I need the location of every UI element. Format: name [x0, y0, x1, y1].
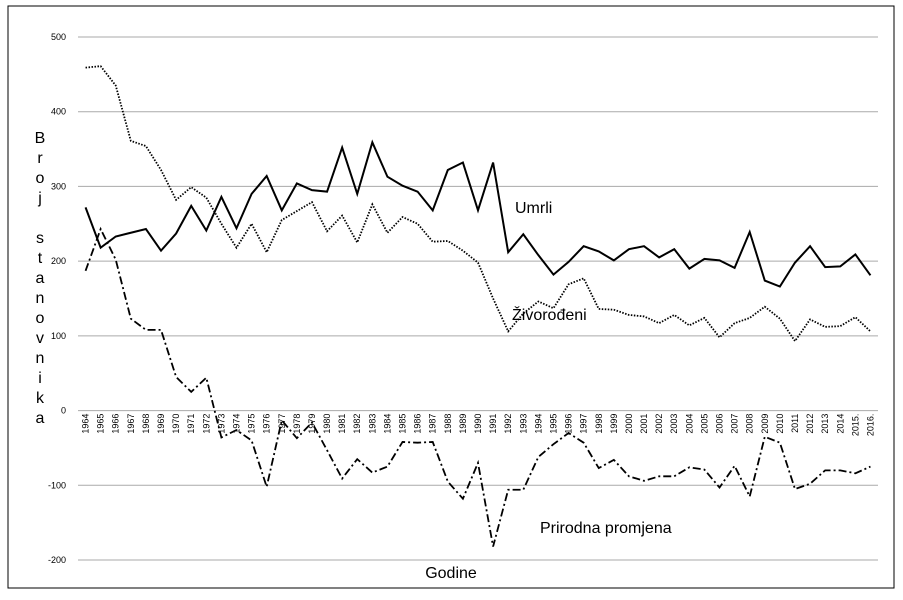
series-label: Živorođeni	[512, 305, 587, 324]
x-axis-title: Godine	[425, 565, 477, 582]
x-tick-label: 1999	[609, 414, 619, 434]
x-tick-label: 2014	[835, 414, 845, 434]
x-tick-label: 1980	[322, 414, 332, 434]
x-tick-label: 1993	[518, 414, 528, 434]
x-tick-label: 1966	[111, 414, 121, 434]
x-tick-label: 1984	[382, 414, 392, 434]
x-tick-label: 1996	[564, 414, 574, 434]
x-tick-label: 1998	[594, 414, 604, 434]
series-label: Prirodna promjena	[540, 520, 672, 537]
y-tick-label: 0	[61, 406, 66, 416]
y-tick-label: -200	[48, 555, 66, 565]
x-tick-label: 2000	[624, 414, 634, 434]
y-tick-label: 400	[51, 107, 66, 117]
x-tick-label: 1964	[81, 414, 91, 434]
x-tick-label: 1982	[352, 414, 362, 434]
x-tick-label: 1987	[428, 414, 438, 434]
x-tick-label: 1973	[216, 414, 226, 434]
x-tick-label: 1978	[292, 414, 302, 434]
x-tick-label: 1981	[337, 414, 347, 434]
y-tick-label: -100	[48, 480, 66, 490]
x-tick-label: 1970	[171, 414, 181, 434]
x-tick-label: 1989	[458, 414, 468, 434]
x-tick-label: 2015.	[850, 414, 860, 437]
x-tick-label: 2008	[745, 414, 755, 434]
x-tick-label: 2002	[654, 414, 664, 434]
x-tick-label: 1991	[488, 414, 498, 434]
x-tick-label: 1986	[413, 414, 423, 434]
x-tick-label: 1983	[367, 414, 377, 434]
y-tick-label: 500	[51, 32, 66, 42]
x-tick-label: 2013	[820, 414, 830, 434]
y-tick-label: 100	[51, 331, 66, 341]
frame	[7, 5, 895, 589]
x-tick-label: 1976	[262, 414, 272, 434]
x-tick-label: 2007	[730, 414, 740, 434]
x-tick-label: 1997	[579, 414, 589, 434]
x-tick-label: 1995	[548, 414, 558, 434]
x-tick-label: 1965	[96, 414, 106, 434]
series-line	[84, 139, 872, 288]
x-tick-label: 1990	[473, 414, 483, 434]
x-tick-label: 1972	[201, 414, 211, 434]
series-line	[84, 226, 871, 547]
x-tick-label: 2006	[715, 414, 725, 434]
x-tick-label: 1969	[156, 414, 166, 434]
x-tick-label: 2003	[669, 414, 679, 434]
x-tick-label: 2011	[790, 414, 800, 433]
y-tick-label: 300	[51, 181, 66, 191]
x-tick-label: 2009	[760, 414, 770, 434]
y-tick-label: 200	[51, 256, 66, 266]
x-tick-label: 2012	[805, 414, 815, 434]
x-tick-label: 2005	[699, 414, 709, 434]
x-tick-label: 1968	[141, 414, 151, 434]
x-tick-label: 1994	[533, 414, 543, 434]
series-label: Umrli	[515, 200, 552, 217]
series-line	[85, 65, 872, 343]
x-tick-label: 2004	[684, 414, 694, 434]
x-tick-label: 2010	[775, 414, 785, 434]
x-tick-label: 1974	[231, 414, 241, 434]
x-tick-label: 1975	[247, 414, 257, 434]
x-tick-label: 1967	[126, 414, 136, 434]
x-tick-label: 1988	[443, 414, 453, 434]
x-tick-label: 2016.	[865, 414, 875, 437]
x-tick-label: 2001	[639, 414, 649, 434]
x-tick-label: 1971	[186, 414, 196, 434]
x-tick-label: 1985	[398, 414, 408, 434]
x-tick-label: 1992	[503, 414, 513, 434]
y-axis-title: Broj stanovnika	[32, 130, 49, 430]
